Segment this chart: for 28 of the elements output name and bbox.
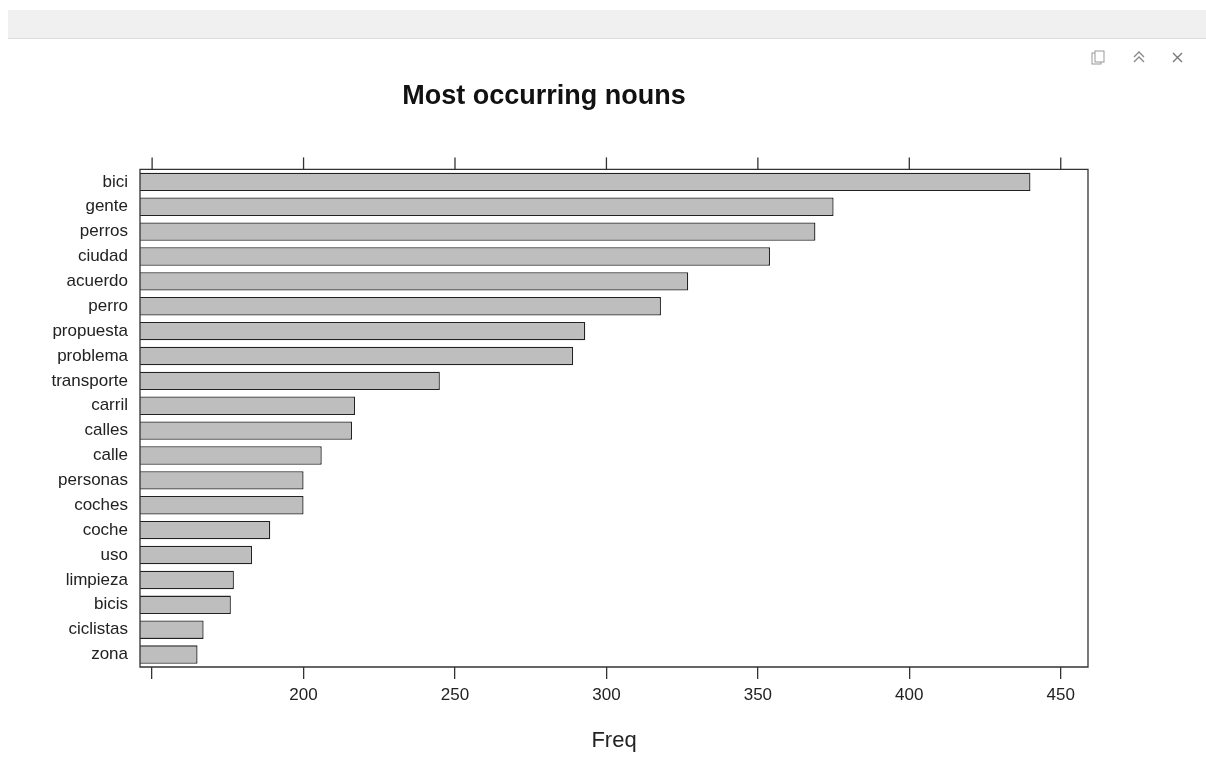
y-tick-label: calle [93, 445, 128, 465]
x-tick-label: 400 [895, 684, 924, 704]
y-tick-label: personas [58, 470, 128, 490]
y-tick-label: acuerdo [66, 271, 128, 291]
y-tick-label: zona [91, 644, 129, 664]
y-tick-label: problema [57, 345, 129, 365]
y-tick-label: perros [79, 221, 128, 241]
y-tick-label: propuesta [52, 320, 129, 340]
x-tick-label: 300 [592, 684, 621, 704]
x-tick-label: 450 [1046, 684, 1075, 704]
y-tick-label: coches [74, 494, 128, 514]
chart-title: Most occurring nouns [402, 79, 686, 110]
x-tick-label: 200 [289, 684, 318, 704]
x-tick-label: 350 [743, 684, 773, 704]
y-tick-label: perro [88, 295, 128, 315]
y-tick-label: ciclistas [68, 619, 128, 639]
y-tick-label: carril [91, 395, 128, 415]
y-tick-label: coche [82, 519, 128, 539]
y-tick-label: ciudad [77, 246, 128, 266]
y-tick-label: limpieza [65, 569, 129, 589]
x-tick-label: 250 [440, 684, 470, 704]
y-tick-label: transporte [51, 370, 128, 390]
y-tick-label: bici [102, 171, 128, 191]
y-tick-label: calles [84, 420, 128, 440]
y-tick-label: uso [100, 544, 128, 564]
y-tick-label: bicis [93, 594, 128, 614]
y-tick-label: gente [85, 196, 128, 216]
x-axis-title: Freq [591, 726, 637, 752]
